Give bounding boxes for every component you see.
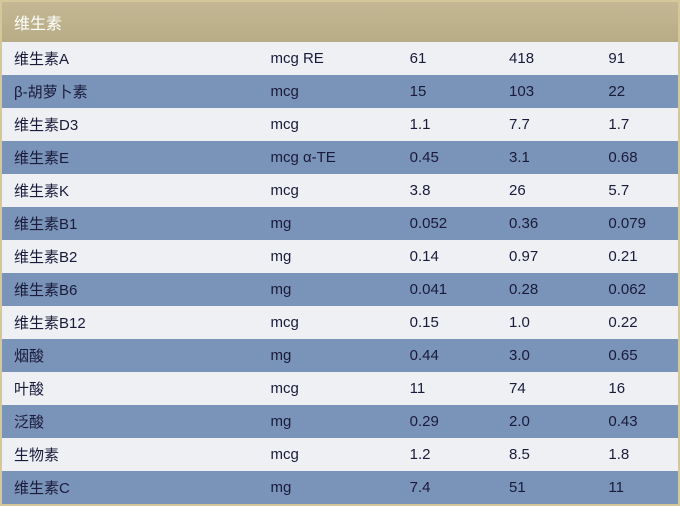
table-row: 叶酸mcg117416	[2, 372, 678, 405]
cell-value-3: 0.079	[608, 215, 678, 232]
cell-value-2: 1.0	[509, 314, 608, 331]
vitamin-table: 维生素 维生素Amcg RE6141891β-胡萝卜素mcg1510322维生素…	[0, 0, 680, 506]
cell-name: 维生素D3	[2, 114, 270, 135]
cell-name: 烟酸	[2, 345, 270, 366]
cell-value-2: 3.1	[509, 149, 608, 166]
cell-value-3: 0.22	[608, 314, 678, 331]
cell-value-1: 0.041	[410, 281, 509, 298]
cell-value-3: 91	[608, 50, 678, 67]
table-header: 维生素	[2, 2, 678, 42]
cell-unit: mcg	[270, 116, 409, 133]
cell-name: 维生素B1	[2, 213, 270, 234]
table-row: β-胡萝卜素mcg1510322	[2, 75, 678, 108]
table-row: 泛酸mg0.292.00.43	[2, 405, 678, 438]
cell-value-3: 0.68	[608, 149, 678, 166]
cell-value-1: 0.14	[410, 248, 509, 265]
cell-unit: mcg	[270, 182, 409, 199]
cell-name: 维生素A	[2, 48, 270, 69]
cell-value-3: 22	[608, 83, 678, 100]
table-row: 烟酸mg0.443.00.65	[2, 339, 678, 372]
cell-value-3: 16	[608, 380, 678, 397]
cell-unit: mcg	[270, 83, 409, 100]
table-row: 维生素B2mg0.140.970.21	[2, 240, 678, 273]
cell-unit: mg	[270, 479, 409, 496]
cell-name: 维生素B2	[2, 246, 270, 267]
table-row: 维生素B6mg0.0410.280.062	[2, 273, 678, 306]
cell-value-2: 2.0	[509, 413, 608, 430]
cell-value-1: 0.29	[410, 413, 509, 430]
cell-unit: mcg	[270, 380, 409, 397]
table-row: 维生素Amcg RE6141891	[2, 42, 678, 75]
cell-value-1: 3.8	[410, 182, 509, 199]
cell-value-3: 11	[608, 479, 678, 496]
cell-unit: mcg	[270, 446, 409, 463]
cell-value-1: 0.44	[410, 347, 509, 364]
cell-value-3: 0.65	[608, 347, 678, 364]
table-row: 维生素Cmg7.45111	[2, 471, 678, 504]
cell-value-1: 0.052	[410, 215, 509, 232]
cell-name: 维生素K	[2, 180, 270, 201]
table-row: 维生素D3mcg1.17.71.7	[2, 108, 678, 141]
cell-value-2: 418	[509, 50, 608, 67]
cell-value-3: 5.7	[608, 182, 678, 199]
cell-name: 叶酸	[2, 378, 270, 399]
cell-value-2: 51	[509, 479, 608, 496]
cell-value-2: 7.7	[509, 116, 608, 133]
cell-value-1: 0.15	[410, 314, 509, 331]
cell-name: 维生素B12	[2, 312, 270, 333]
cell-name: β-胡萝卜素	[2, 81, 270, 102]
cell-unit: mcg α-TE	[270, 149, 409, 166]
cell-value-1: 1.1	[410, 116, 509, 133]
cell-name: 泛酸	[2, 411, 270, 432]
table-row: 维生素B1mg0.0520.360.079	[2, 207, 678, 240]
cell-value-1: 7.4	[410, 479, 509, 496]
cell-value-3: 0.43	[608, 413, 678, 430]
table-row: 维生素B12mcg0.151.00.22	[2, 306, 678, 339]
table-row: 维生素Kmcg3.8265.7	[2, 174, 678, 207]
cell-name: 生物素	[2, 444, 270, 465]
cell-value-3: 0.062	[608, 281, 678, 298]
table-row: 维生素Emcg α-TE0.453.10.68	[2, 141, 678, 174]
cell-value-1: 15	[410, 83, 509, 100]
cell-value-2: 74	[509, 380, 608, 397]
cell-value-3: 1.7	[608, 116, 678, 133]
table-row: 生物素mcg1.28.51.8	[2, 438, 678, 471]
cell-value-2: 0.97	[509, 248, 608, 265]
cell-unit: mg	[270, 248, 409, 265]
cell-value-2: 0.36	[509, 215, 608, 232]
cell-value-2: 3.0	[509, 347, 608, 364]
cell-value-2: 103	[509, 83, 608, 100]
cell-unit: mg	[270, 347, 409, 364]
cell-value-3: 1.8	[608, 446, 678, 463]
cell-name: 维生素C	[2, 477, 270, 498]
cell-value-1: 0.45	[410, 149, 509, 166]
cell-unit: mcg	[270, 314, 409, 331]
cell-unit: mcg RE	[270, 50, 409, 67]
cell-value-2: 8.5	[509, 446, 608, 463]
cell-value-1: 11	[410, 380, 509, 397]
cell-name: 维生素E	[2, 147, 270, 168]
cell-unit: mg	[270, 215, 409, 232]
table-body: 维生素Amcg RE6141891β-胡萝卜素mcg1510322维生素D3mc…	[2, 42, 678, 504]
cell-unit: mg	[270, 413, 409, 430]
cell-value-1: 61	[410, 50, 509, 67]
cell-unit: mg	[270, 281, 409, 298]
cell-value-2: 0.28	[509, 281, 608, 298]
cell-value-3: 0.21	[608, 248, 678, 265]
cell-value-1: 1.2	[410, 446, 509, 463]
cell-value-2: 26	[509, 182, 608, 199]
cell-name: 维生素B6	[2, 279, 270, 300]
table-header-text: 维生素	[14, 16, 62, 33]
